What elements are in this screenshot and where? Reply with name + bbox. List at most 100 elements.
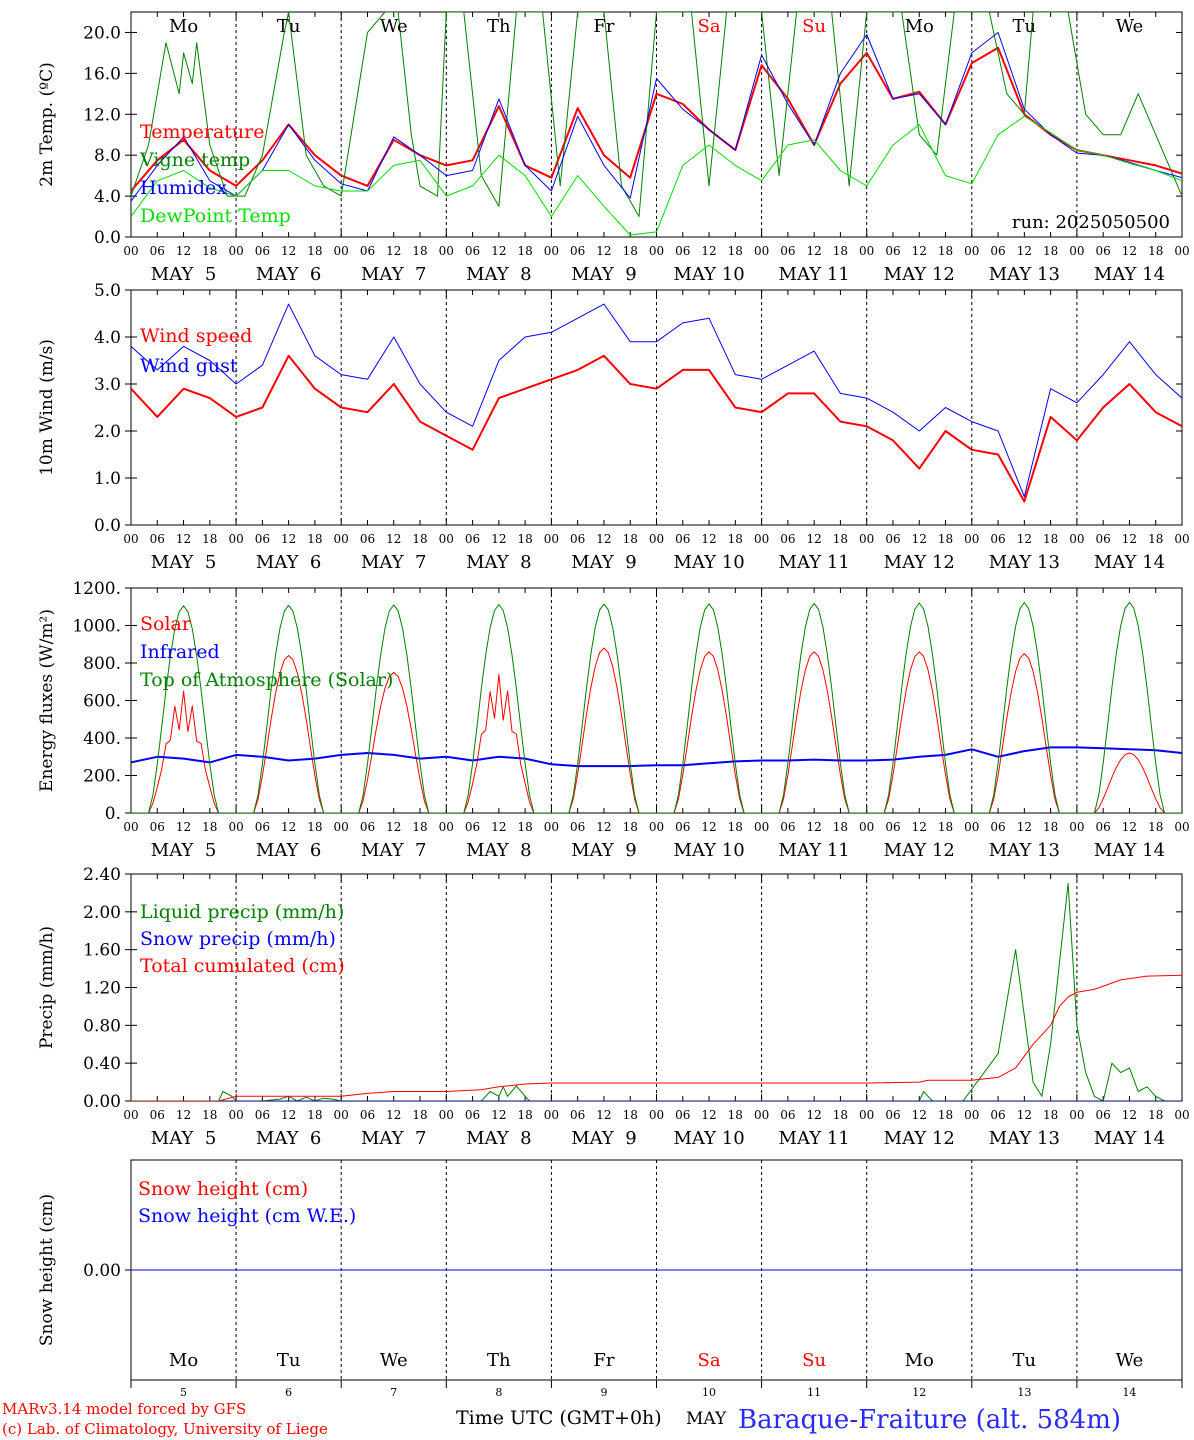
hour-tick-label: 12	[386, 1108, 401, 1122]
date-label: MAY 10	[673, 264, 744, 285]
y-tick-label: 12.0	[83, 105, 121, 125]
day-name: We	[380, 16, 408, 37]
hour-tick-label: 18	[307, 532, 322, 546]
hour-tick-label: 06	[990, 820, 1005, 834]
hour-tick-label: 00	[649, 1108, 664, 1122]
date-label: MAY 12	[884, 552, 955, 573]
hour-tick-label: 00	[544, 820, 559, 834]
date-label: MAY 12	[884, 1128, 955, 1149]
day-name: Su	[802, 16, 826, 37]
date-label: MAY 5	[151, 552, 216, 573]
hour-tick-label: 12	[281, 820, 296, 834]
date-label: MAY 7	[361, 552, 426, 573]
y-tick-label: 8.0	[94, 146, 121, 166]
date-label: MAY 9	[571, 264, 636, 285]
hour-tick-label: 06	[255, 1108, 270, 1122]
hour-tick-label: 06	[885, 244, 900, 258]
hour-tick-label: 06	[990, 532, 1005, 546]
day-name: Tu	[1013, 16, 1037, 37]
hour-tick-label: 12	[596, 820, 611, 834]
hour-tick-label: 00	[334, 532, 349, 546]
hour-tick-label: 12	[596, 532, 611, 546]
hour-tick-label: 06	[885, 532, 900, 546]
hour-tick-label: 18	[833, 244, 848, 258]
series-line-solar	[131, 647, 1182, 813]
hour-tick-label: 06	[1096, 532, 1111, 546]
footer: MARv3.14 model forced by GFS (c) Lab. of …	[2, 1400, 1121, 1438]
hour-tick-label: 06	[360, 244, 375, 258]
hour-tick-label: 06	[465, 532, 480, 546]
hour-tick-label: 06	[255, 820, 270, 834]
hour-tick-label: 12	[912, 820, 927, 834]
hour-tick-label: 06	[465, 1108, 480, 1122]
series-line-wind-speed	[131, 354, 1182, 503]
legend-entry: Vigne temp	[139, 149, 250, 171]
day-name: We	[380, 1350, 408, 1371]
hour-tick-label: 18	[833, 532, 848, 546]
hour-tick-label: 18	[1148, 532, 1163, 546]
date-label: MAY 5	[151, 1128, 216, 1149]
hour-tick-label: 12	[491, 1108, 506, 1122]
month-label: MAY	[686, 1409, 727, 1429]
hour-tick-label: 06	[885, 820, 900, 834]
panel-temp: 00 06 12 18 00 06 12 18 00 06 12 18 00 06 12 18 00 06 12 18…	[37, 11, 1190, 285]
plot-frame	[130, 587, 1183, 814]
hour-tick-label: 18	[938, 1108, 953, 1122]
day-number: 11	[807, 1386, 821, 1399]
hour-tick-label: 00	[228, 820, 243, 834]
day-name: Su	[802, 1350, 826, 1371]
legend-entry: Humidex	[140, 177, 227, 199]
y-tick-label: 20.0	[83, 23, 121, 43]
date-label: MAY 11	[779, 840, 850, 861]
hour-tick-label: 00	[123, 1108, 138, 1122]
hour-tick-label: 12	[176, 820, 191, 834]
hour-tick-label: 06	[465, 820, 480, 834]
date-label: MAY 7	[361, 264, 426, 285]
date-label: MAY 14	[1094, 840, 1165, 861]
hour-tick-label: 18	[728, 1108, 743, 1122]
hour-tick-label: 06	[780, 532, 795, 546]
day-number: 12	[912, 1386, 926, 1399]
legend-entry: Snow height (cm)	[138, 1178, 308, 1200]
hour-tick-label: 06	[570, 820, 585, 834]
hour-tick-label: 00	[1069, 532, 1084, 546]
day-number: 5	[180, 1386, 187, 1399]
hour-tick-label: 12	[596, 1108, 611, 1122]
date-label: MAY 6	[256, 840, 321, 861]
hour-tick-label: 00	[123, 244, 138, 258]
date-label: MAY 10	[673, 1128, 744, 1149]
y-tick-label: 2.40	[83, 865, 121, 885]
series-line-temperature	[131, 46, 1182, 192]
hour-tick-label: 00	[439, 532, 454, 546]
hour-tick-label: 18	[412, 532, 427, 546]
hour-tick-label: 12	[386, 532, 401, 546]
hour-tick-label: 18	[202, 820, 217, 834]
day-number: 14	[1122, 1386, 1136, 1399]
date-label: MAY 6	[256, 552, 321, 573]
hour-tick-label: 18	[623, 820, 638, 834]
day-number: 7	[390, 1386, 397, 1399]
date-label: MAY 12	[884, 840, 955, 861]
y-tick-label: 0.0	[94, 228, 121, 248]
hour-tick-label: 12	[701, 244, 716, 258]
y-tick-label: 400.	[83, 729, 121, 749]
hour-tick-label: 18	[833, 1108, 848, 1122]
hour-tick-label: 12	[281, 244, 296, 258]
hour-tick-label: 00	[859, 820, 874, 834]
model-credit: MARv3.14 model forced by GFS	[2, 1400, 246, 1418]
hour-tick-label: 06	[150, 244, 165, 258]
hour-tick-label: 18	[1043, 820, 1058, 834]
hour-tick-label: 18	[623, 244, 638, 258]
hour-tick-label: 18	[202, 1108, 217, 1122]
hour-tick-label: 00	[334, 244, 349, 258]
hour-tick-label: 18	[517, 244, 532, 258]
hour-tick-label: 12	[1122, 244, 1137, 258]
date-label: MAY 8	[466, 552, 531, 573]
date-label: MAY 14	[1094, 264, 1165, 285]
hour-tick-label: 18	[1148, 1108, 1163, 1122]
series-group	[131, 12, 1182, 236]
hour-tick-label: 00	[1174, 244, 1189, 258]
hour-tick-label: 00	[544, 244, 559, 258]
date-label: MAY 11	[779, 1128, 850, 1149]
